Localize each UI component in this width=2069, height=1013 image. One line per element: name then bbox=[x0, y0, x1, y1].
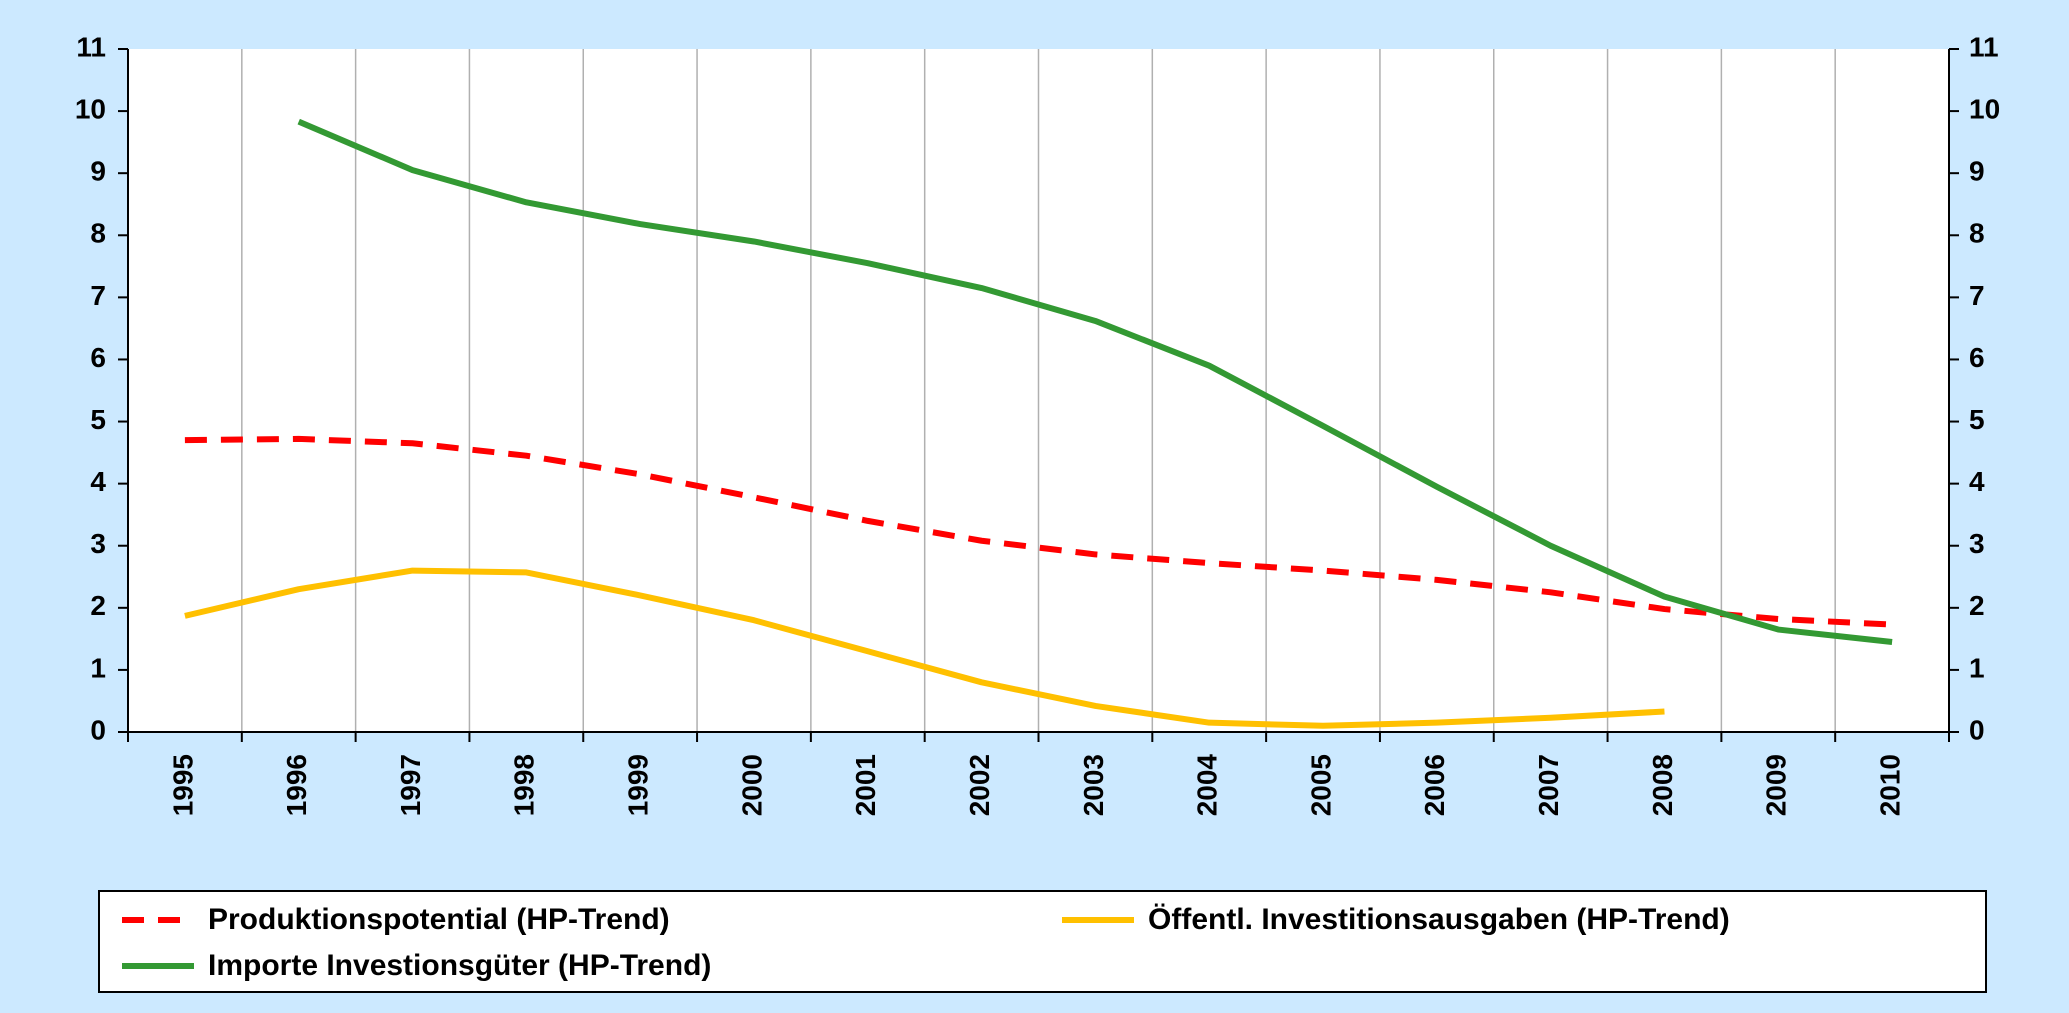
legend bbox=[98, 890, 1987, 993]
x-tick-label: 2002 bbox=[964, 754, 995, 816]
x-tick-label: 1997 bbox=[395, 754, 426, 816]
x-tick-label: 2000 bbox=[736, 754, 767, 816]
y-tick-label: 9 bbox=[90, 156, 106, 187]
y2-tick-label: 7 bbox=[1969, 280, 1985, 311]
x-tick-label: 2005 bbox=[1305, 754, 1336, 816]
y2-tick-label: 11 bbox=[1969, 31, 1999, 62]
y2-tick-label: 8 bbox=[1969, 218, 1985, 249]
y2-tick-label: 3 bbox=[1969, 528, 1985, 559]
legend-label: Öffentl. Investitionsausgaben (HP-Trend) bbox=[1148, 903, 1730, 936]
x-tick-label: 2010 bbox=[1874, 754, 1905, 816]
legend-label: Importe Investionsgüter (HP-Trend) bbox=[208, 949, 711, 982]
x-tick-label: 2004 bbox=[1192, 754, 1223, 817]
x-tick-label: 1998 bbox=[509, 754, 540, 816]
x-tick-label: 1995 bbox=[167, 754, 198, 816]
y-tick-label: 5 bbox=[90, 404, 106, 435]
y-tick-label: 10 bbox=[75, 93, 106, 124]
y-tick-label: 2 bbox=[90, 590, 106, 621]
x-tick-label: 2003 bbox=[1078, 754, 1109, 816]
series-line bbox=[184, 567, 1665, 729]
y-tick-label: 0 bbox=[90, 714, 106, 745]
y-tick-label: 8 bbox=[90, 218, 106, 249]
y2-tick-label: 1 bbox=[1969, 652, 1985, 683]
series-line bbox=[297, 118, 1893, 645]
y2-tick-label: 10 bbox=[1969, 93, 2000, 124]
y2-tick-label: 5 bbox=[1969, 404, 1985, 435]
x-tick-label: 2001 bbox=[850, 754, 881, 816]
y2-tick-label: 2 bbox=[1969, 590, 1985, 621]
y-tick-label: 1 bbox=[90, 652, 106, 683]
y2-tick-label: 4 bbox=[1969, 466, 1985, 497]
y-tick-label: 3 bbox=[90, 528, 106, 559]
x-tick-label: 1999 bbox=[623, 754, 654, 816]
x-tick-label: 2008 bbox=[1647, 754, 1678, 816]
y-tick-label: 7 bbox=[90, 280, 106, 311]
x-tick-label: 2009 bbox=[1761, 754, 1792, 816]
x-tick-label: 1996 bbox=[281, 754, 312, 816]
x-tick-label: 2006 bbox=[1419, 754, 1450, 816]
legend-label: Produktionspotential (HP-Trend) bbox=[208, 903, 670, 936]
y2-tick-label: 9 bbox=[1969, 156, 1985, 187]
y-tick-label: 4 bbox=[90, 466, 106, 497]
y2-tick-label: 0 bbox=[1969, 714, 1985, 745]
y2-tick-label: 6 bbox=[1969, 342, 1985, 373]
x-tick-label: 2007 bbox=[1533, 754, 1564, 816]
y-tick-label: 6 bbox=[90, 342, 106, 373]
y-tick-label: 11 bbox=[76, 31, 106, 62]
